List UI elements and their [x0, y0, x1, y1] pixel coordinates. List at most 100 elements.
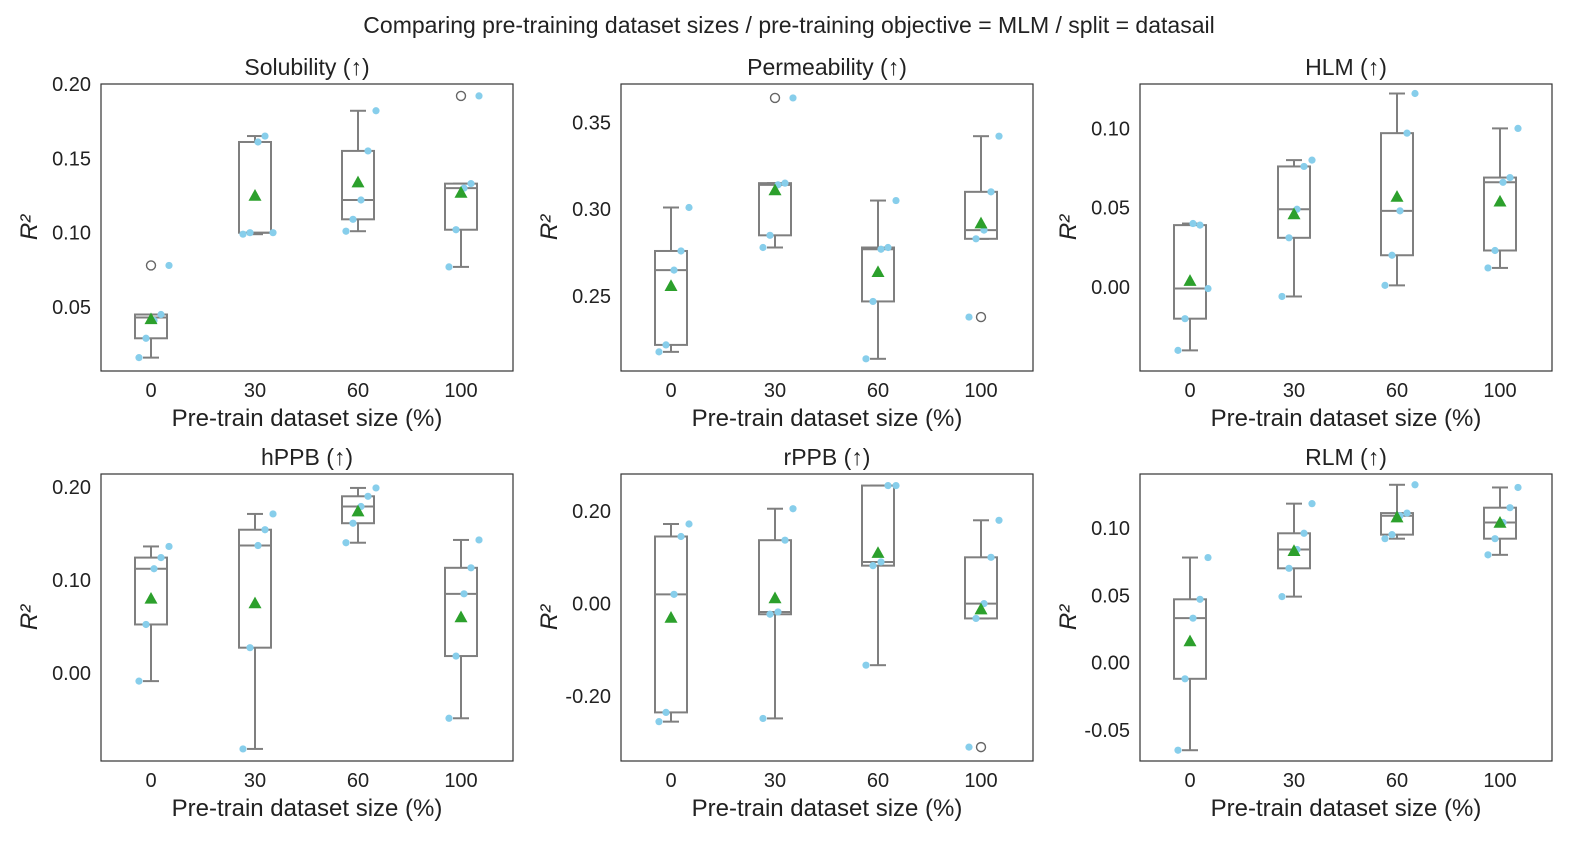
data-point — [781, 536, 789, 544]
data-point — [1396, 207, 1404, 215]
data-point — [1381, 281, 1389, 289]
data-point — [685, 520, 693, 528]
subplot-6: RLM (↑) -0.05 0.00 0.05 0.10 0 30 60 100Pre-trai… — [1055, 444, 1553, 822]
data-point — [1204, 553, 1212, 562]
data-point — [1174, 346, 1182, 354]
y-tick-label: 0.15 — [52, 148, 91, 170]
box-60 — [1380, 481, 1419, 543]
data-point — [357, 196, 365, 204]
data-point — [1411, 481, 1419, 489]
y-axis-label: R² — [16, 604, 43, 630]
x-tick-label: 0 — [145, 770, 156, 792]
data-point — [150, 565, 158, 573]
mean-marker — [1493, 516, 1507, 528]
data-point — [239, 230, 247, 238]
y-tick-label: 0.10 — [1091, 118, 1130, 140]
data-point — [1388, 531, 1396, 539]
data-point — [774, 608, 782, 616]
box-0 — [654, 520, 693, 726]
x-tick-label: 0 — [665, 380, 676, 402]
data-point — [965, 313, 973, 321]
x-tick-label: 60 — [1386, 380, 1408, 402]
mean-marker — [1390, 190, 1404, 202]
data-point — [1196, 221, 1204, 229]
mean-marker — [768, 591, 782, 604]
y-tick-label: 0.20 — [52, 477, 91, 499]
data-point — [1181, 675, 1189, 683]
data-point — [165, 542, 173, 551]
box-30 — [238, 132, 277, 238]
data-point — [766, 610, 774, 618]
x-tick-label: 100 — [1483, 380, 1516, 402]
data-point — [445, 263, 453, 271]
subplot-1: Solubility (↑) 0.05 0.10 0.15 0.20 0 30 60 100Pr… — [16, 54, 514, 432]
box-0 — [134, 542, 173, 685]
data-point — [789, 94, 797, 102]
box-60 — [341, 107, 380, 235]
data-point — [677, 247, 685, 255]
box-30 — [1277, 500, 1316, 601]
x-axis-label: Pre-train dataset size (%) — [1211, 795, 1482, 822]
data-point — [972, 235, 980, 243]
y-tick-label: 0.00 — [572, 594, 611, 616]
data-point — [892, 481, 900, 490]
data-point — [157, 310, 165, 319]
y-tick-label: 0.10 — [52, 570, 91, 592]
y-tick-label: 0.35 — [572, 112, 611, 134]
data-point — [662, 708, 670, 716]
mean-marker — [664, 611, 678, 623]
data-point — [869, 297, 877, 306]
subplot-title: rPPB (↑) — [784, 444, 871, 470]
data-point — [1499, 178, 1507, 186]
outlier-point — [455, 90, 467, 102]
data-point — [781, 179, 789, 187]
mean-marker — [1390, 510, 1404, 523]
x-tick-label: 100 — [444, 380, 477, 402]
data-point — [254, 541, 262, 550]
data-point — [1484, 551, 1492, 559]
subplot-title: Solubility (↑) — [244, 54, 369, 80]
data-point — [1196, 595, 1204, 603]
x-tick-label: 0 — [665, 770, 676, 792]
data-point — [342, 539, 350, 547]
x-tick-label: 30 — [244, 380, 266, 402]
box-iqr — [444, 566, 478, 658]
y-tick-label: 0.30 — [572, 199, 611, 221]
data-point — [372, 484, 380, 492]
data-point — [685, 203, 693, 212]
x-tick-label: 30 — [1283, 380, 1305, 402]
plot-frame — [1139, 83, 1553, 372]
data-point — [246, 229, 254, 237]
x-tick-label: 30 — [764, 770, 786, 792]
y-tick-label: 0.00 — [1091, 277, 1130, 299]
data-point — [1285, 234, 1293, 242]
box-100 — [444, 536, 483, 722]
mean-marker — [664, 279, 678, 291]
data-point — [445, 714, 453, 722]
x-tick-label: 100 — [964, 380, 997, 402]
data-point — [1491, 246, 1499, 255]
data-point — [1285, 564, 1293, 572]
box-100 — [1483, 124, 1522, 272]
box-0 — [1173, 553, 1212, 754]
y-axis-label: R² — [1055, 604, 1082, 630]
data-point — [467, 564, 475, 572]
plot-frame — [1139, 473, 1553, 762]
data-point — [965, 743, 973, 751]
data-point — [1491, 535, 1499, 543]
mean-marker — [1287, 544, 1301, 557]
mean-marker — [351, 175, 365, 188]
mean-marker — [248, 189, 262, 201]
data-point — [1411, 89, 1419, 98]
x-tick-label: 30 — [764, 380, 786, 402]
subplot-title: RLM (↑) — [1305, 444, 1387, 470]
box-iqr — [654, 535, 688, 714]
data-point — [1506, 173, 1514, 182]
data-point — [269, 510, 277, 518]
mean-marker — [248, 596, 262, 609]
data-point — [1308, 500, 1316, 508]
y-tick-label: 0.10 — [1091, 518, 1130, 540]
data-point — [655, 718, 663, 726]
mean-marker — [974, 602, 988, 615]
